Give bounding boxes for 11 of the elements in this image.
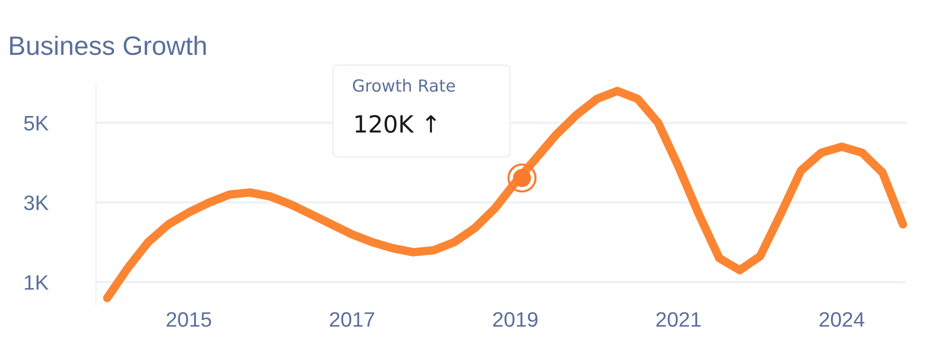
x-tick-label: 2024	[820, 312, 864, 327]
y-tick-label: 1K	[24, 275, 49, 290]
y-tick-label: 3K	[24, 195, 49, 210]
annotation: 120K ↑	[356, 114, 436, 133]
annotation: Growth Rate	[352, 78, 455, 92]
x-tick-label: 2015	[166, 312, 212, 327]
x-tick-label: 2021	[656, 312, 701, 327]
y-tick-label: 5K	[24, 116, 49, 131]
x-tick-label: 2019	[493, 312, 538, 327]
x-tick-label: 2017	[330, 312, 374, 327]
chart-title: Business Growth	[10, 36, 206, 56]
